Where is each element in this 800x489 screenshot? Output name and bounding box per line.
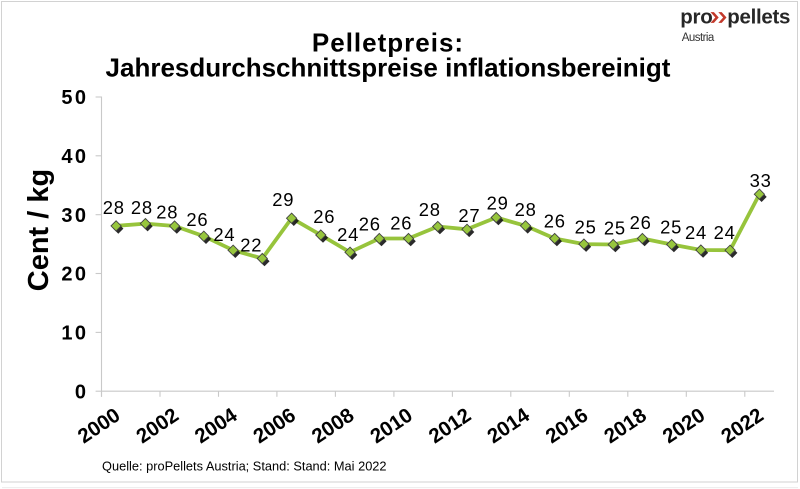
svg-text:24: 24	[714, 222, 736, 243]
svg-text:20: 20	[61, 264, 88, 286]
svg-text:26: 26	[390, 213, 412, 234]
svg-text:24: 24	[685, 222, 707, 243]
svg-text:28: 28	[103, 197, 125, 218]
svg-text:28: 28	[156, 202, 178, 223]
svg-text:28: 28	[419, 199, 441, 220]
svg-text:24: 24	[337, 224, 359, 245]
svg-text:10: 10	[61, 323, 88, 345]
svg-text:25: 25	[575, 216, 597, 237]
svg-text:30: 30	[61, 205, 88, 227]
svg-text:25: 25	[660, 216, 682, 237]
svg-text:Jahresdurchschnittspreise infl: Jahresdurchschnittspreise inflationsbere…	[106, 52, 671, 82]
svg-text:26: 26	[359, 214, 381, 235]
svg-text:33: 33	[750, 170, 772, 191]
svg-text:28: 28	[515, 199, 537, 220]
svg-text:Cent / kg: Cent / kg	[23, 169, 55, 291]
svg-text:0: 0	[75, 381, 89, 403]
svg-text:pellets: pellets	[727, 6, 790, 29]
svg-text:Pelletpreis:: Pelletpreis:	[312, 28, 464, 58]
svg-text:26: 26	[544, 211, 566, 232]
svg-text:Quelle: proPellets Austria; St: Quelle: proPellets Austria; Stand: Stand…	[102, 458, 387, 473]
svg-text:40: 40	[61, 146, 88, 168]
svg-text:25: 25	[604, 217, 626, 238]
svg-text:26: 26	[630, 212, 652, 233]
svg-text:24: 24	[213, 224, 235, 245]
svg-text:50: 50	[61, 87, 88, 109]
svg-text:27: 27	[458, 205, 480, 226]
svg-text:Austria: Austria	[682, 32, 715, 44]
svg-text:29: 29	[487, 193, 509, 214]
svg-text:26: 26	[186, 209, 208, 230]
svg-text:22: 22	[240, 234, 262, 255]
svg-text:28: 28	[131, 197, 153, 218]
svg-text:29: 29	[272, 189, 294, 210]
svg-text:pro: pro	[680, 6, 712, 29]
svg-text:26: 26	[313, 206, 335, 227]
